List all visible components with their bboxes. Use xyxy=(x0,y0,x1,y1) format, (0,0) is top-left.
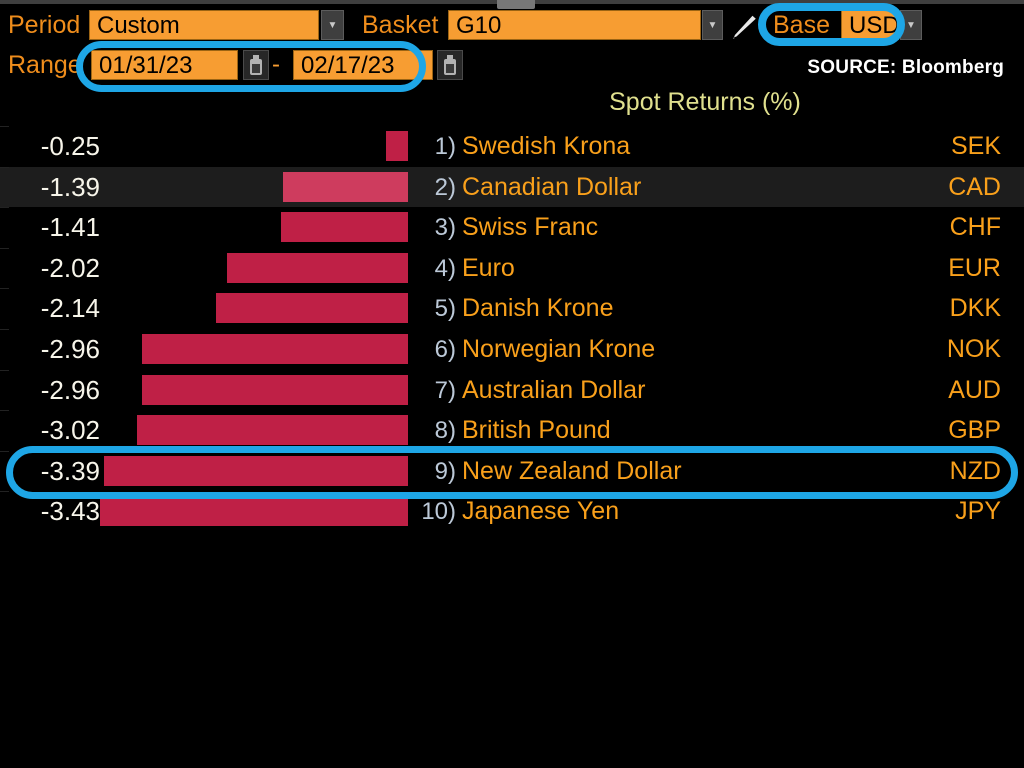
row-rank: 2) xyxy=(434,173,456,201)
return-bar xyxy=(283,171,408,202)
chevron-down-icon: ▼ xyxy=(906,19,916,31)
row-rank: 5) xyxy=(434,295,456,323)
period-dropdown-button[interactable]: ▼ xyxy=(321,10,344,40)
currency-code: AUD xyxy=(948,375,1001,404)
return-bar xyxy=(142,374,408,405)
row-rank: 7) xyxy=(434,376,456,404)
currency-name: New Zealand Dollar xyxy=(462,456,682,485)
chart-row-nok[interactable]: -2.96 6) Norwegian Krone NOK xyxy=(0,328,1024,370)
return-bar xyxy=(100,496,408,527)
return-value: -3.39 xyxy=(40,455,100,486)
return-bar xyxy=(142,333,408,364)
currency-name: Danish Krone xyxy=(462,294,614,323)
currency-name: Euro xyxy=(462,253,515,282)
currency-code: JPY xyxy=(955,497,1001,526)
chevron-down-icon: ▼ xyxy=(327,19,338,31)
row-rank: 9) xyxy=(434,457,456,485)
basket-label: Basket xyxy=(362,11,439,39)
return-value: -2.96 xyxy=(40,333,100,364)
chart-row-jpy[interactable]: -3.43 10) Japanese Yen JPY xyxy=(0,491,1024,532)
return-value: -1.39 xyxy=(40,171,100,202)
chart-row-nzd[interactable]: -3.39 9) New Zealand Dollar NZD xyxy=(0,450,1024,492)
chevron-down-icon: ▼ xyxy=(707,19,718,31)
currency-name: Swiss Franc xyxy=(462,213,599,242)
currency-code: NOK xyxy=(946,334,1001,363)
row-rank: 10) xyxy=(421,498,456,526)
return-bar xyxy=(281,212,408,243)
row-rank: 1) xyxy=(434,133,456,160)
currency-code: EUR xyxy=(948,253,1001,282)
row-rank: 3) xyxy=(434,214,456,242)
currency-code: NZD xyxy=(949,456,1001,485)
return-value: -2.14 xyxy=(40,293,100,324)
period-label: Period xyxy=(8,11,81,39)
chart-row-dkk[interactable]: -2.14 5) Danish Krone DKK xyxy=(0,288,1024,329)
currency-name: Canadian Dollar xyxy=(462,172,642,201)
currency-name: Japanese Yen xyxy=(462,497,620,526)
currency-code: GBP xyxy=(948,416,1001,445)
calendar-icon xyxy=(250,55,262,75)
return-value: -2.02 xyxy=(40,252,100,283)
edit-pencil-icon[interactable] xyxy=(727,10,761,42)
currency-code: SEK xyxy=(950,132,1001,160)
chart-row-cad[interactable]: -1.39 2) Canadian Dollar CAD xyxy=(0,166,1024,208)
range-end-calendar-button[interactable] xyxy=(437,50,463,80)
currency-code: CAD xyxy=(948,172,1001,201)
calendar-icon xyxy=(444,55,456,75)
row-rank: 4) xyxy=(434,254,456,282)
source-credit: SOURCE: Bloomberg xyxy=(807,57,1004,78)
base-dropdown-button[interactable]: ▼ xyxy=(900,10,922,40)
base-label: Base xyxy=(773,11,830,39)
currency-code: CHF xyxy=(949,213,1001,242)
currency-name: British Pound xyxy=(462,416,611,445)
return-value: -1.41 xyxy=(40,212,100,243)
return-bar xyxy=(227,252,408,283)
row-rank: 6) xyxy=(434,335,456,363)
window-top-tab xyxy=(497,0,535,9)
range-separator: - xyxy=(272,51,280,78)
return-bar xyxy=(104,455,408,486)
currency-code: DKK xyxy=(949,294,1001,323)
currency-name: Swedish Krona xyxy=(462,132,631,160)
chart-row-gbp[interactable]: -3.02 8) British Pound GBP xyxy=(0,410,1024,451)
return-value: -3.43 xyxy=(40,496,100,527)
range-start-calendar-button[interactable] xyxy=(243,50,269,80)
currency-name: Australian Dollar xyxy=(462,375,646,404)
return-bar xyxy=(137,415,408,446)
chart-row-eur[interactable]: -2.02 4) Euro EUR xyxy=(0,247,1024,289)
range-end-input[interactable]: 02/17/23 xyxy=(293,50,433,80)
row-rank: 8) xyxy=(434,417,456,445)
return-value: -0.25 xyxy=(40,131,100,161)
currency-name: Norwegian Krone xyxy=(462,334,656,363)
period-select[interactable]: Custom xyxy=(89,10,319,40)
basket-select[interactable]: G10 xyxy=(448,10,701,40)
basket-dropdown-button[interactable]: ▼ xyxy=(702,10,723,40)
chart-row-sek[interactable]: -0.25 1) Swedish Krona SEK xyxy=(0,126,1024,167)
chart-title: Spot Returns (%) xyxy=(609,88,801,116)
base-select[interactable]: USD xyxy=(841,10,899,40)
range-label: Range xyxy=(8,51,82,79)
return-bar xyxy=(216,293,408,324)
chart-row-chf[interactable]: -1.41 3) Swiss Franc CHF xyxy=(0,207,1024,248)
return-value: -3.02 xyxy=(40,415,100,446)
spot-returns-chart: -0.25 1) Swedish Krona SEK -1.39 2) Canadi… xyxy=(0,126,1024,532)
return-bar xyxy=(386,131,408,161)
chart-row-aud[interactable]: -2.96 7) Australian Dollar AUD xyxy=(0,369,1024,411)
range-start-input[interactable]: 01/31/23 xyxy=(91,50,238,80)
return-value: -2.96 xyxy=(40,374,100,405)
